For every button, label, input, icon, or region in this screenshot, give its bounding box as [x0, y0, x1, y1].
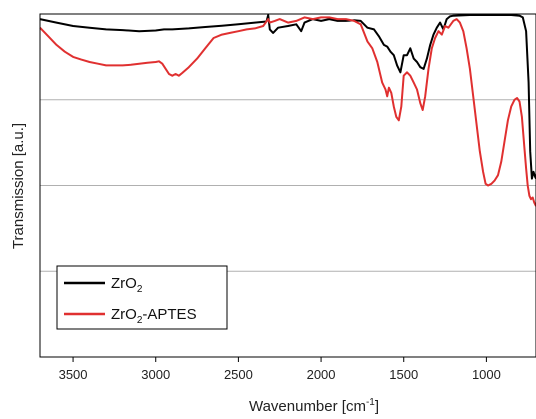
x-tick-label-1500: 1500: [389, 367, 418, 382]
x-axis-title: Wavenumber [cm-1]: [249, 397, 379, 415]
x-axis-title-main: Wavenumber [cm: [249, 398, 366, 415]
legend: ZrO2 ZrO2-APTES: [56, 265, 228, 330]
x-tick-label-3500: 3500: [59, 367, 88, 382]
x-tick-label-2000: 2000: [307, 367, 336, 382]
plot-frame: [39, 13, 536, 358]
legend-label-zro2-aptes: ZrO2-APTES: [111, 306, 197, 326]
x-axis-title-sup: -1: [366, 397, 375, 408]
series-layer: [39, 14, 536, 207]
series-line-zro2-aptes: [39, 16, 536, 207]
y-axis-title: Transmission [a.u.]: [10, 123, 27, 249]
x-tick-label-1000: 1000: [472, 367, 501, 382]
x-axis-title-suffix: ]: [375, 398, 379, 415]
x-tick-label-3000: 3000: [141, 367, 170, 382]
series-line-zro2: [39, 14, 536, 180]
legend-box: [56, 265, 228, 330]
x-axis-ticks: 3500 3000 2500 2000 1500 1000: [59, 357, 501, 382]
x-tick-label-2500: 2500: [224, 367, 253, 382]
legend-label-zro2: ZrO2: [111, 275, 143, 295]
